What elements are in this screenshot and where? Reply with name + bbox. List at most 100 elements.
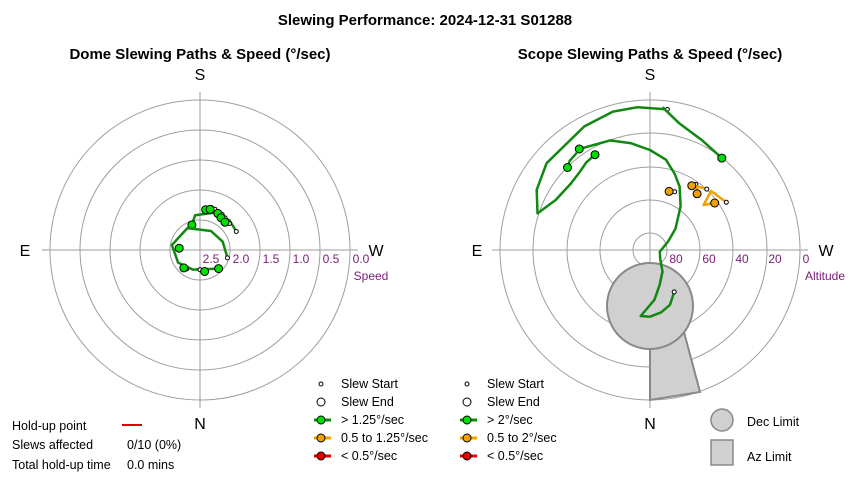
scope-tick-label: 0	[803, 252, 810, 266]
dome-slew-end-marker	[220, 217, 230, 227]
legend-label: 0.5 to 1.25°/sec	[341, 431, 428, 445]
slew-start-marker	[318, 381, 324, 387]
legend-az-limit: Az Limit	[710, 439, 792, 466]
scope-slew-end-marker	[664, 186, 674, 196]
legend-fast: > 2°/sec	[460, 413, 533, 427]
dome-compass-left: E	[20, 243, 31, 260]
legend-medium: 0.5 to 2°/sec	[460, 431, 557, 445]
slews-affected-label: Slews affected	[12, 438, 93, 452]
slow-swatch-marker	[462, 451, 472, 461]
scope-slew-path	[702, 189, 728, 207]
legend-slew-start: Slew Start	[464, 377, 544, 391]
scope-slew-end-marker	[687, 181, 697, 191]
scope-compass-right: W	[818, 243, 834, 260]
legend-slow: < 0.5°/sec	[460, 449, 543, 463]
legend-label: < 0.5°/sec	[341, 449, 397, 463]
scope-slew-end-marker	[574, 144, 584, 154]
medium-swatch-marker	[462, 433, 472, 443]
legend-dec-limit: Dec Limit	[710, 408, 800, 432]
scope-slew-start-marker	[704, 186, 710, 192]
legend-label: > 1.25°/sec	[341, 413, 404, 427]
dome-tick-label: 1.5	[263, 252, 280, 266]
dome-slew-end-marker	[205, 204, 215, 214]
legend-label: > 2°/sec	[487, 413, 533, 427]
dome-slew-path	[170, 226, 229, 271]
scope-slew-end-marker	[692, 189, 702, 199]
legend-label: Slew End	[341, 395, 394, 409]
scope-compass-left: E	[472, 243, 483, 260]
legend-label: Slew Start	[487, 377, 544, 391]
dome-compass-top: S	[195, 67, 206, 84]
scope-compass-top: S	[645, 67, 656, 84]
dome-compass-right: W	[368, 243, 384, 260]
scope-slew-path	[578, 139, 682, 318]
dome-slew-start-marker	[225, 255, 230, 261]
dome-tick-label: 1.0	[293, 252, 310, 266]
scope-slew-path	[535, 105, 668, 215]
holdup-point-label: Hold-up point	[12, 419, 87, 433]
legend-slew-start: Slew Start	[318, 377, 398, 391]
legend-slew-end: Slew End	[462, 395, 540, 409]
legend-medium: 0.5 to 1.25°/sec	[314, 431, 428, 445]
scope-tick-label: 60	[702, 252, 716, 266]
dome-tick-label: 0.5	[323, 252, 340, 266]
slews-affected-value: 0/10 (0%)	[127, 438, 181, 452]
dome-slew-end-marker	[179, 263, 189, 273]
scope-slew-end-marker	[710, 198, 720, 208]
scope-limits	[606, 262, 702, 402]
dome-slew-start-marker	[233, 229, 239, 234]
dome-slew-end-marker	[174, 243, 184, 253]
legend-label: < 0.5°/sec	[487, 449, 543, 463]
dome-tick-label: 2.5	[203, 252, 220, 266]
scope-chart-title: Scope Slewing Paths & Speed (°/sec)	[518, 46, 782, 63]
scope-slew-end-marker	[717, 153, 727, 163]
dome-radial-ticks: 2.5 2.0 1.5 1.0 0.5 0.0 Speed	[203, 252, 389, 283]
scope-tick-label: 20	[768, 252, 782, 266]
az-limit-swatch	[710, 439, 734, 466]
scope-compass-bottom: N	[644, 416, 656, 433]
dome-polar-chart: Dome Slewing Paths & Speed (°/sec) S N E…	[20, 46, 389, 433]
medium-swatch-marker	[316, 433, 326, 443]
total-holdup-label: Total hold-up time	[12, 458, 111, 472]
total-holdup-value: 0.0 mins	[127, 458, 174, 472]
slew-end-marker	[316, 397, 326, 407]
legend-label: Dec Limit	[747, 415, 800, 429]
slew-start-marker	[464, 381, 470, 387]
scope-slew-paths	[535, 105, 729, 318]
scope-tick-label: 40	[735, 252, 749, 266]
dome-slew-end-marker	[214, 264, 224, 274]
scope-radial-axis-label: Altitude	[805, 269, 845, 283]
holdup-stats: Hold-up point Slews affected 0/10 (0%) T…	[12, 419, 181, 472]
dome-radial-axis-label: Speed	[354, 269, 389, 283]
slow-swatch-marker	[316, 451, 326, 461]
scope-legend: Slew Start Slew End > 2°/sec 0.5 to 2°/s…	[460, 377, 800, 466]
legend-label: 0.5 to 2°/sec	[487, 431, 557, 445]
dome-compass-bottom: N	[194, 416, 206, 433]
legend-fast: > 1.25°/sec	[314, 413, 404, 427]
fast-swatch-marker	[316, 415, 326, 425]
fast-swatch-marker	[462, 415, 472, 425]
figure-title: Slewing Performance: 2024-12-31 S01288	[278, 12, 572, 29]
scope-radial-ticks: 80 60 40 20 0 Altitude	[669, 252, 845, 283]
scope-tick-label: 80	[669, 252, 683, 266]
dome-slew-paths	[170, 204, 239, 276]
legend-label: Az Limit	[747, 450, 792, 464]
scope-slew-start-marker	[671, 289, 677, 295]
slew-end-marker	[462, 397, 472, 407]
legend-label: Slew End	[487, 395, 540, 409]
legend-label: Slew Start	[341, 377, 398, 391]
scope-slew-path	[661, 106, 723, 160]
scope-slew-end-marker	[590, 150, 600, 160]
dome-chart-title: Dome Slewing Paths & Speed (°/sec)	[69, 46, 330, 63]
scope-slew-start-marker	[723, 199, 729, 205]
scope-polar-chart: Scope Slewing Paths & Speed (°/sec) S N …	[472, 46, 846, 433]
dome-slew-end-marker	[200, 267, 210, 276]
legend-slew-end: Slew End	[316, 395, 394, 409]
dome-tick-label: 0.0	[353, 252, 370, 266]
dome-grid	[42, 92, 358, 408]
dome-legend: Slew Start Slew End > 1.25°/sec 0.5 to 1…	[314, 377, 428, 463]
scope-slew-end-marker	[563, 163, 572, 172]
dome-tick-label: 2.0	[233, 252, 250, 266]
dec-limit-swatch	[710, 408, 734, 432]
